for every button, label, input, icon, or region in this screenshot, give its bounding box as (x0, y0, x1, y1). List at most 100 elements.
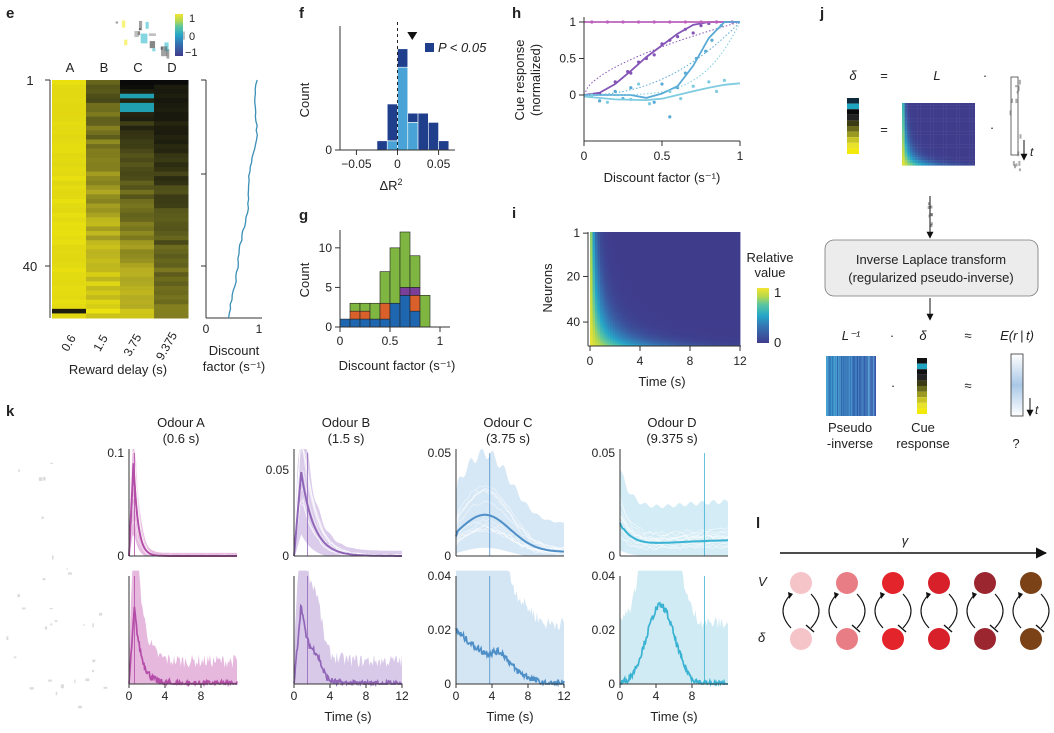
i-heatmap-cell (717, 247, 721, 251)
j-laplace-cell (967, 108, 970, 111)
i-heatmap-cell (687, 323, 691, 326)
i-heatmap-cell (690, 232, 693, 235)
i-heatmap-cell (665, 316, 668, 320)
i-heatmap-cell (595, 284, 598, 288)
i-heatmap-cell (705, 277, 708, 281)
i-heatmap-cell (687, 334, 691, 338)
j-laplace-cell (972, 123, 975, 127)
i-heatmap-cell (612, 302, 616, 306)
i-heatmap-cell (670, 307, 673, 310)
i-heatmap-cell (700, 289, 703, 292)
i-heatmap-cell (647, 330, 651, 333)
heatmap-cell (52, 98, 87, 104)
j-laplace-cell (964, 142, 968, 145)
heatmap-cell (120, 89, 155, 95)
i-heatmap-cell (607, 261, 611, 265)
i-heatmap-cell (615, 334, 618, 338)
i-heatmap-cell (727, 307, 731, 310)
j-laplace-cell (938, 157, 942, 161)
i-heatmap-cell (605, 293, 608, 297)
i-heatmap-cell (722, 238, 726, 242)
j-laplace-cell (920, 147, 923, 150)
i-heatmap-cell (702, 307, 706, 310)
i-heatmap-cell (647, 252, 651, 256)
heatmap-cell (86, 217, 121, 223)
i-heatmap-cell (680, 252, 683, 256)
i-heatmap-cell (667, 273, 671, 276)
heatmap-cell (154, 304, 189, 310)
i-heatmap-cell (710, 323, 713, 326)
i-heatmap-cell (707, 336, 711, 340)
i-heatmap-cell (597, 279, 601, 283)
j-laplace-cell (935, 103, 939, 106)
i-heatmap-cell (675, 252, 678, 256)
j-pinv-stripe (870, 356, 872, 416)
i-heatmap-cell (657, 257, 661, 260)
i-heatmap-cell (622, 263, 626, 267)
j-laplace-cell (969, 149, 973, 153)
i-heatmap-cell (632, 268, 636, 272)
i-heatmap-cell (630, 304, 633, 308)
i-heatmap-cell (642, 295, 646, 299)
j-laplace-cell (909, 157, 913, 161)
j-laplace-cell (938, 139, 942, 143)
i-heatmap-cell (647, 259, 651, 263)
i-heatmap-cell (682, 309, 686, 313)
i-heatmap-cell (620, 252, 623, 256)
i-heatmap-cell (737, 311, 741, 315)
heatmap-cell (120, 180, 155, 186)
i-heatmap-cell (732, 295, 736, 299)
i-heatmap-cell (675, 266, 678, 269)
i-heatmap-cell (687, 266, 691, 269)
k-xtick-label: 0 (291, 689, 298, 703)
i-heatmap-cell (730, 277, 733, 281)
i-heatmap-cell (602, 263, 606, 267)
i-heatmap-cell (620, 334, 623, 338)
i-heatmap-cell (640, 257, 643, 260)
i-heatmap-cell (637, 330, 641, 333)
i-heatmap-cell (717, 234, 721, 237)
j-laplace-cell (941, 108, 944, 111)
i-heatmap-cell (700, 343, 703, 347)
j-laplace-cell (961, 139, 965, 143)
j-pinv-stripe (873, 356, 875, 416)
j-laplace-cell (959, 149, 962, 153)
i-heatmap-cell (682, 254, 686, 258)
j-laplace-cell (930, 134, 934, 137)
j-laplace-cell (925, 149, 929, 153)
i-heatmap-cell (712, 275, 716, 278)
i-heatmap-cell (675, 277, 678, 281)
i-heatmap-cell (605, 304, 608, 308)
j-laplace-cell (935, 157, 939, 161)
k-top-band (294, 449, 402, 556)
i-heatmap-cell (652, 238, 656, 242)
i-heatmap-cell (627, 330, 631, 333)
j-laplace-cell (912, 108, 916, 111)
g-bar-segment (349, 302, 361, 312)
i-heatmap-cell (682, 259, 686, 263)
j-laplace-cell (959, 126, 962, 130)
j-laplace-cell (943, 105, 947, 109)
j-laplace-cell (961, 123, 965, 127)
heatmap-cell (154, 253, 189, 259)
i-heatmap-cell (722, 289, 726, 292)
i-heatmap-cell (705, 279, 708, 283)
i-heatmap-cell (637, 309, 641, 313)
i-heatmap-cell (602, 339, 606, 342)
j-laplace-cell (961, 126, 965, 130)
k-xtick-label: 12 (557, 689, 571, 703)
i-heatmap-cell (622, 327, 626, 331)
e-side-label-line2: factor (s⁻¹) (203, 359, 265, 374)
i-heatmap-cell (610, 279, 613, 283)
i-heatmap-cell (680, 293, 683, 297)
i-heatmap-cell (632, 325, 636, 329)
i-heatmap-cell (597, 302, 601, 306)
i-heatmap-cell (652, 252, 656, 256)
j-laplace-cell (954, 103, 957, 106)
k-odour-column: Odour A(0.6 s)0.100 4 8 (107, 415, 238, 703)
i-heatmap-cell (600, 247, 603, 251)
i-heatmap-cell (660, 252, 663, 256)
j-laplace-cell (969, 144, 973, 148)
i-heatmap-cell (680, 238, 683, 242)
panel-label-g: g (299, 207, 308, 224)
